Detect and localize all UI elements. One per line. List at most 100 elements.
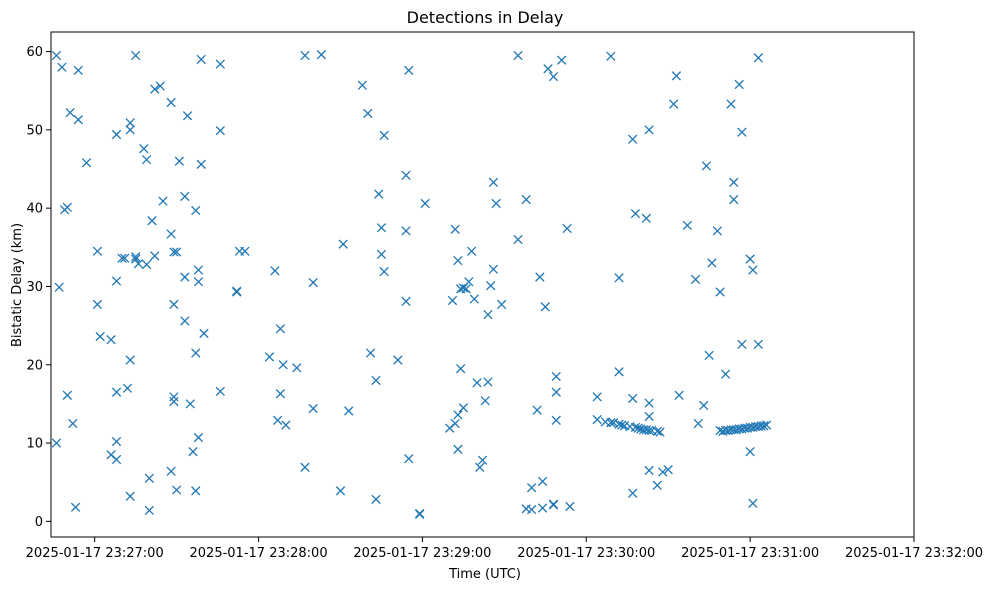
data-point [166,97,176,108]
data-point [193,432,204,443]
data-point [641,213,652,224]
data-point [92,299,103,310]
data-point [464,277,474,287]
data-point [363,108,373,119]
data-point [169,396,179,407]
data-point [51,438,62,448]
data-point [712,226,723,236]
data-point [199,328,209,339]
y-axis-label: Bistatic Delay (km) [10,223,25,347]
data-point [141,154,152,165]
x-tick-label: 2025-01-17 23:30:00 [517,546,655,561]
data-point [488,264,499,274]
data-point [335,486,346,496]
data-point [169,247,179,257]
data-point [111,454,122,465]
data-point [592,414,602,425]
y-tick-label: 0 [35,515,43,530]
y-tick-label: 40 [26,202,43,217]
data-point [535,272,545,282]
data-point [674,390,684,400]
data-point [196,159,206,169]
data-point [70,502,81,512]
data-point [111,129,122,140]
data-point [62,202,73,213]
data-point [488,177,499,187]
data-point [455,364,466,374]
data-point [188,446,198,457]
data-point [139,143,149,154]
data-point [562,223,572,234]
data-point [171,485,182,495]
data-point [308,403,318,414]
data-point [453,255,463,266]
data-point [748,265,758,275]
chart-title: Detections in Delay [407,8,564,27]
data-point [614,367,624,377]
data-point [453,444,463,454]
data-point [614,419,624,429]
data-point [526,504,537,515]
data-point [628,134,638,144]
data-point [401,170,411,180]
data-point [174,156,185,166]
data-point [404,454,414,464]
data-point [715,287,725,297]
data-point [111,276,122,286]
x-tick-label: 2025-01-17 23:31:00 [681,546,819,561]
data-point [729,194,739,205]
data-point [166,466,176,476]
data-point [737,127,747,137]
data-point [655,427,665,437]
data-point [376,249,387,260]
data-point [141,259,152,270]
data-point [379,266,389,277]
data-point [81,158,92,168]
data-point [401,226,411,236]
data-point [300,50,310,61]
data-point [475,462,485,472]
data-point [644,411,654,422]
data-point [644,398,654,408]
data-point [92,246,103,256]
data-point [630,208,641,219]
y-tick-label: 50 [26,123,43,138]
data-point [111,387,122,397]
data-point [193,277,204,287]
data-point [131,50,141,61]
data-point [292,363,302,373]
data-point [491,198,501,209]
data-point [608,418,619,428]
y-axis: 0 10 20 30 40 50 60 [26,45,51,530]
data-point [450,224,460,234]
data-point [682,220,692,231]
data-point [663,465,673,475]
x-axis: 2025-01-17 23:27:00 2025-01-17 23:28:00 20… [26,537,983,561]
data-point [658,467,668,477]
data-point [166,229,176,239]
data-point [551,387,561,397]
data-point [671,71,682,81]
data-point [73,115,83,125]
x-tick-label: 2025-01-17 23:32:00 [845,546,983,561]
data-point [264,352,275,362]
data-point [745,446,755,457]
data-point [415,509,425,519]
data-point [450,418,460,429]
data-point [652,480,662,490]
data-point [761,420,772,430]
data-point [729,177,739,187]
data-point [57,62,67,72]
data-point [458,403,469,413]
data-point [106,335,116,345]
data-point [726,99,736,109]
data-point [690,274,701,285]
data-point [338,239,348,249]
data-point [745,254,755,264]
data-point [125,125,135,135]
data-point [278,360,288,370]
data-point [275,389,286,399]
data-markers [51,50,772,519]
data-point [759,421,769,431]
